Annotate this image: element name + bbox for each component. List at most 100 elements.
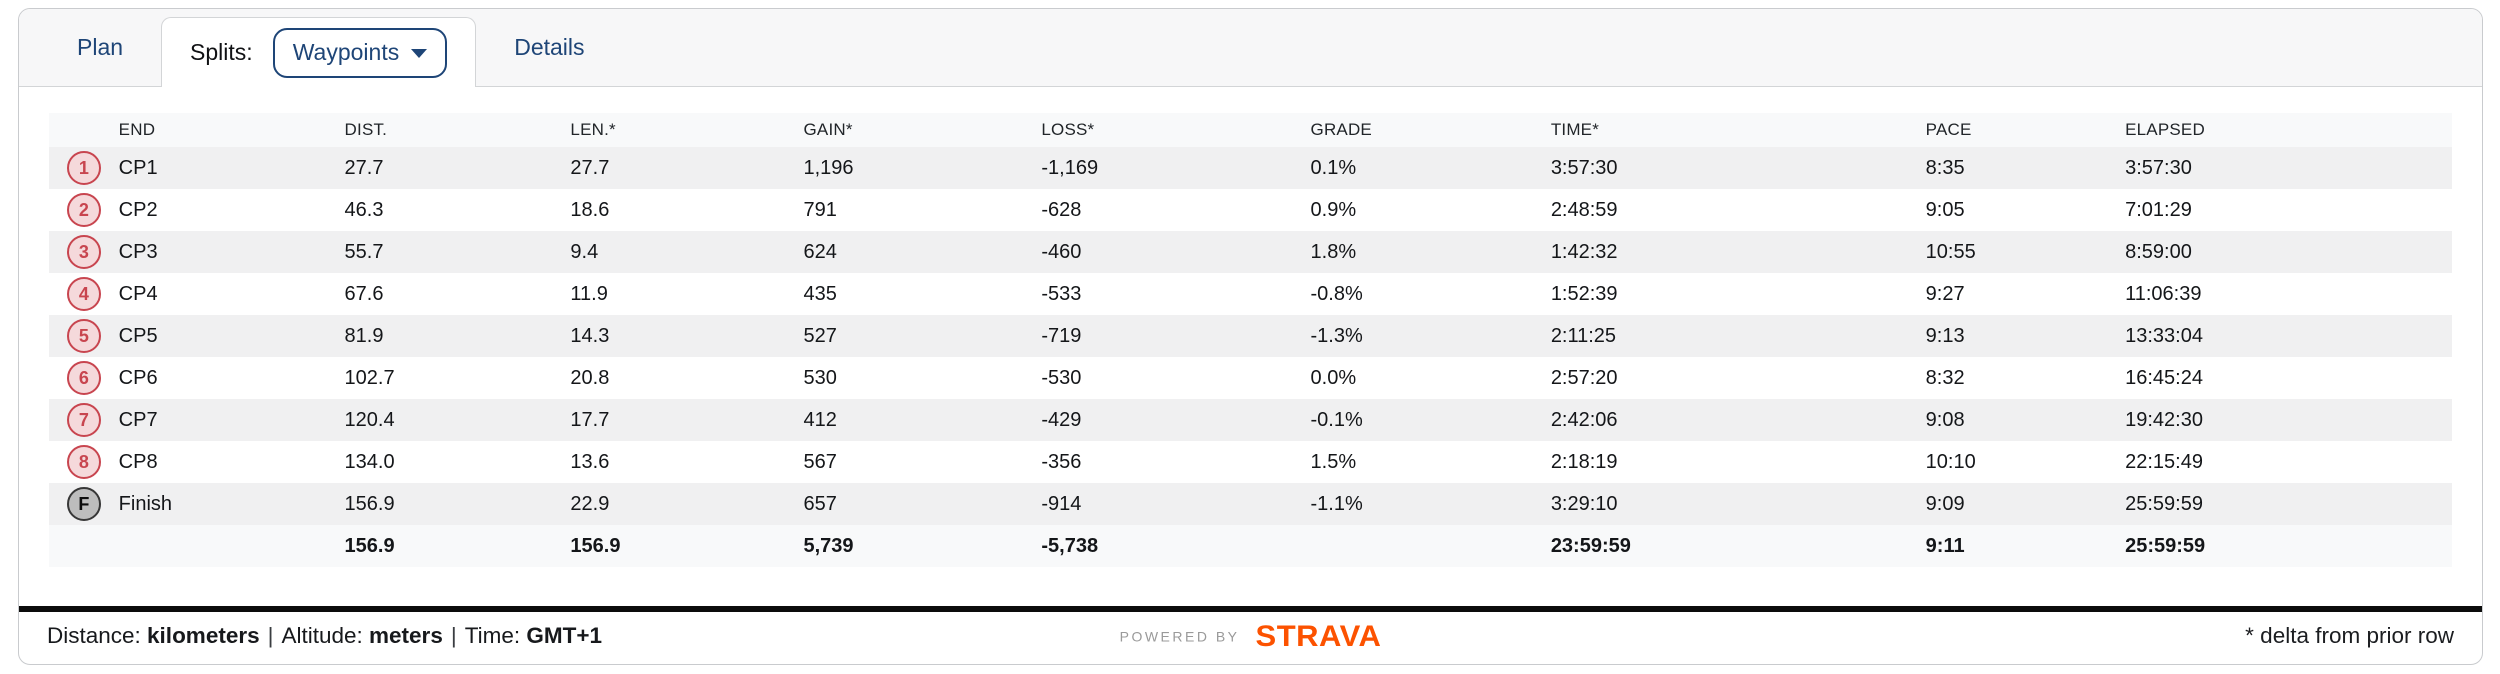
unit-value: GMT+1 <box>526 623 603 648</box>
cell-gain: 624 <box>803 231 1042 273</box>
cell-pace: 9:13 <box>1925 315 2126 357</box>
unit-value: meters <box>369 623 443 648</box>
table-row: 4 CP4 67.6 11.9 435 -533 -0.8% 1:52:39 9:27 11:06… <box>49 273 2452 315</box>
table-row: F Finish 156.9 22.9 657 -914 -1.1% 3:29:10 9:09 2… <box>49 483 2452 525</box>
cell-end: CP5 <box>118 315 345 357</box>
cell-len: 22.9 <box>570 483 804 525</box>
column-header: LOSS* <box>1041 113 1311 147</box>
cell-end: CP4 <box>118 282 158 305</box>
cell-dist: 27.7 <box>344 147 571 189</box>
cell-pace: 9:09 <box>1925 483 2126 525</box>
cell-marker: 5 <box>49 315 119 357</box>
cell-grade: 0.1% <box>1310 147 1551 189</box>
finish-marker: F <box>66 487 101 521</box>
splits-label: Splits: <box>190 39 253 65</box>
cell-elapsed: 13:33:04 <box>2125 315 2452 357</box>
unit-label: Time: <box>464 623 527 648</box>
cell-end: CP2 <box>118 198 158 221</box>
cell-loss: -356 <box>1041 450 1082 473</box>
column-header: GAIN* <box>803 113 1042 147</box>
cell-time: 3:29:10 <box>1550 483 1926 525</box>
delta-note: * delta from prior row <box>2245 623 2454 648</box>
cell-loss: -429 <box>1041 399 1311 441</box>
cell-marker <box>49 525 119 567</box>
checkpoint-marker: 3 <box>66 235 101 269</box>
cell-end: CP8 <box>118 450 158 473</box>
cell-len: 18.6 <box>570 198 610 221</box>
column-header: END <box>118 113 345 147</box>
chevron-down-icon <box>411 49 428 58</box>
powered-by-strava: POWERED BY STRAVA <box>1120 619 1382 655</box>
table-row: 3 CP3 55.7 9.4 624 -460 1.8% 1:42:32 10:55 8:59:0… <box>49 231 2452 273</box>
tab-splits[interactable]: Splits: Waypoints <box>161 17 477 87</box>
cell-loss: -719 <box>1041 315 1311 357</box>
cell-loss: -5,738 <box>1041 525 1311 567</box>
table-row: 8 CP8 134.0 13.6 567 -356 1.5% 2:18:19 10:10 22:1… <box>49 441 2452 483</box>
cell-elapsed: 7:01:29 <box>2125 198 2192 221</box>
cell-pace: 8:35 <box>1925 147 2126 189</box>
cell-dist: 156.9 <box>344 483 571 525</box>
cell-time: 2:48:59 <box>1550 198 1618 221</box>
cell-loss: -914 <box>1041 483 1311 525</box>
cell-marker: 3 <box>49 231 119 273</box>
marker-column-header <box>49 113 119 147</box>
footer-bar: Distance: kilometers | Altitude: meters | Ti… <box>19 606 2482 664</box>
cell-pace: 10:55 <box>1925 231 2126 273</box>
cell-gain: 412 <box>803 399 1042 441</box>
cell-pace: 10:10 <box>1925 450 1976 473</box>
cell-gain: 567 <box>803 450 837 473</box>
cell-grade: -1.1% <box>1310 483 1551 525</box>
cell-time: 2:57:20 <box>1550 366 1618 389</box>
column-header: PACE <box>1925 113 2126 147</box>
cell-grade: 0.0% <box>1310 366 1357 389</box>
cell-len: 11.9 <box>570 282 608 305</box>
cell-end: CP3 <box>118 231 345 273</box>
cell-pace: 9:08 <box>1925 399 2126 441</box>
cell-time: 1:52:39 <box>1550 282 1618 305</box>
cell-gain: 1,196 <box>803 147 1042 189</box>
cell-len: 9.4 <box>570 231 804 273</box>
cell-gain: 791 <box>803 198 837 221</box>
table-row: 1 CP1 27.7 27.7 1,196 -1,169 0.1% 3:57:30 8:35 3:… <box>49 147 2452 189</box>
cell-end: CP7 <box>118 399 345 441</box>
table-row: 5 CP5 81.9 14.3 527 -719 -1.3% 2:11:25 9:13 13:33… <box>49 315 2452 357</box>
cell-dist: 67.6 <box>344 282 384 305</box>
table-row: 7 CP7 120.4 17.7 412 -429 -0.1% 2:42:06 9:08 19:4… <box>49 399 2452 441</box>
cell-dist: 120.4 <box>344 399 571 441</box>
cell-time: 2:11:25 <box>1550 315 1926 357</box>
cell-elapsed: 19:42:30 <box>2125 399 2452 441</box>
waypoints-dropdown-button[interactable]: Waypoints <box>272 27 448 78</box>
units-summary: Distance: kilometers | Altitude: meters | Ti… <box>47 623 602 649</box>
cell-grade: 1.5% <box>1310 450 1357 473</box>
cell-marker: 1 <box>49 147 119 189</box>
checkpoint-marker: 6 <box>66 361 101 395</box>
checkpoint-marker: 2 <box>66 193 101 227</box>
splits-table-area: END DIST. LEN.* GAIN* LOSS* GRADE TIME* PACE ELA… <box>19 87 2482 606</box>
cell-elapsed: 11:06:39 <box>2125 282 2202 305</box>
cell-dist: 102.7 <box>344 366 395 389</box>
cell-loss: -628 <box>1041 198 1082 221</box>
tab-bar: Plan Splits: Waypoints Details <box>19 9 2482 87</box>
cell-end: CP1 <box>118 147 345 189</box>
cell-end <box>118 525 345 567</box>
cell-gain: 530 <box>803 366 837 389</box>
cell-loss: -1,169 <box>1041 147 1311 189</box>
cell-loss: -530 <box>1041 366 1082 389</box>
cell-pace: 8:32 <box>1925 366 1965 389</box>
unit-separator: | <box>267 623 274 648</box>
cell-grade: -0.1% <box>1310 399 1551 441</box>
cell-pace: 9:05 <box>1925 198 1965 221</box>
cell-dist: 156.9 <box>344 525 571 567</box>
cell-elapsed: 3:57:30 <box>2125 147 2452 189</box>
checkpoint-marker: 1 <box>66 151 101 185</box>
cell-len: 14.3 <box>570 315 804 357</box>
totals-row: 156.9 156.9 5,739 -5,738 23:59:59 9:11 25:59:5… <box>49 525 2452 567</box>
table-row: 2 CP2 46.3 18.6 791 -628 0.9% 2:48:59 9:05 7:01:2… <box>49 189 2452 231</box>
tab-details[interactable]: Details <box>514 34 585 60</box>
tab-plan[interactable]: Plan <box>77 34 124 60</box>
cell-grade: 1.8% <box>1310 231 1551 273</box>
cell-gain: 435 <box>803 282 837 305</box>
checkpoint-marker: 7 <box>66 403 101 437</box>
cell-loss: -460 <box>1041 231 1311 273</box>
unit-separator: | <box>450 623 457 648</box>
